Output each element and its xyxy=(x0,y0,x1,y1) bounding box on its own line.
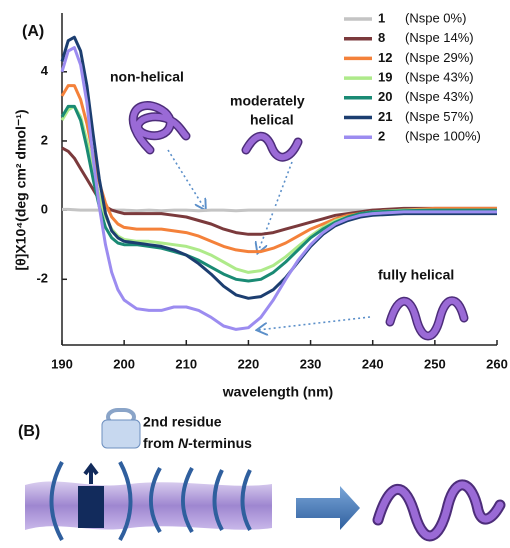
caption: from N-terminus xyxy=(143,435,252,451)
panel-b: (B) 2nd residue from N-terminus xyxy=(18,408,506,542)
legend-label: (Nspe 43%) xyxy=(405,89,474,104)
y-axis-label: [θ]X10⁴(deg cm² dmol⁻¹) xyxy=(13,109,29,270)
y-tick-label: 2 xyxy=(41,132,48,147)
locked-residue xyxy=(78,486,104,528)
caption-part: N xyxy=(178,435,189,451)
legend-label: (Nspe 100%) xyxy=(405,129,481,144)
legend-label: (Nspe 0%) xyxy=(405,10,466,25)
x-tick-label: 250 xyxy=(424,356,446,371)
annotation: helical xyxy=(250,112,294,128)
caption: 2nd residue xyxy=(143,414,222,430)
y-tick-label: -2 xyxy=(36,271,48,286)
annotation: fully helical xyxy=(378,267,454,283)
annotation: non-helical xyxy=(110,69,184,85)
lock-body xyxy=(101,419,141,449)
backbone-ribbon xyxy=(25,481,272,530)
x-tick-label: 240 xyxy=(362,356,384,371)
annotation: moderately xyxy=(230,93,305,109)
panel-label: (B) xyxy=(18,423,40,440)
x-tick-label: 210 xyxy=(175,356,197,371)
x-tick-label: 260 xyxy=(486,356,508,371)
transition-arrow xyxy=(296,486,360,530)
legend-label: (Nspe 57%) xyxy=(405,109,474,124)
legend-name: 19 xyxy=(378,70,392,85)
legend-name: 2 xyxy=(378,129,385,144)
x-tick-label: 220 xyxy=(238,356,260,371)
x-tick-label: 190 xyxy=(51,356,73,371)
x-axis-label: wavelength (nm) xyxy=(222,384,333,400)
legend-name: 21 xyxy=(378,109,392,124)
legend-label: (Nspe 29%) xyxy=(405,50,474,65)
legend-name: 20 xyxy=(378,89,392,104)
y-tick-label: 4 xyxy=(41,63,49,78)
series-line xyxy=(60,35,497,300)
legend-name: 8 xyxy=(378,30,385,45)
panel-label: (A) xyxy=(22,23,44,40)
series-line xyxy=(60,46,497,331)
series-line xyxy=(62,207,497,213)
rotation-arrows xyxy=(49,461,252,541)
legend-label: (Nspe 14%) xyxy=(405,30,474,45)
annotation-arrows xyxy=(167,149,371,330)
caption-part: -terminus xyxy=(188,435,252,451)
caption-part: from xyxy=(143,435,178,451)
legend-name: 1 xyxy=(378,10,385,25)
helix-icons xyxy=(128,101,469,341)
legend-name: 12 xyxy=(378,50,392,65)
lock-arrow xyxy=(83,462,99,484)
legend-label: (Nspe 43%) xyxy=(405,70,474,85)
x-tick-label: 230 xyxy=(300,356,322,371)
x-tick-label: 200 xyxy=(113,356,135,371)
helix xyxy=(374,481,504,540)
y-tick-label: 0 xyxy=(41,202,48,217)
